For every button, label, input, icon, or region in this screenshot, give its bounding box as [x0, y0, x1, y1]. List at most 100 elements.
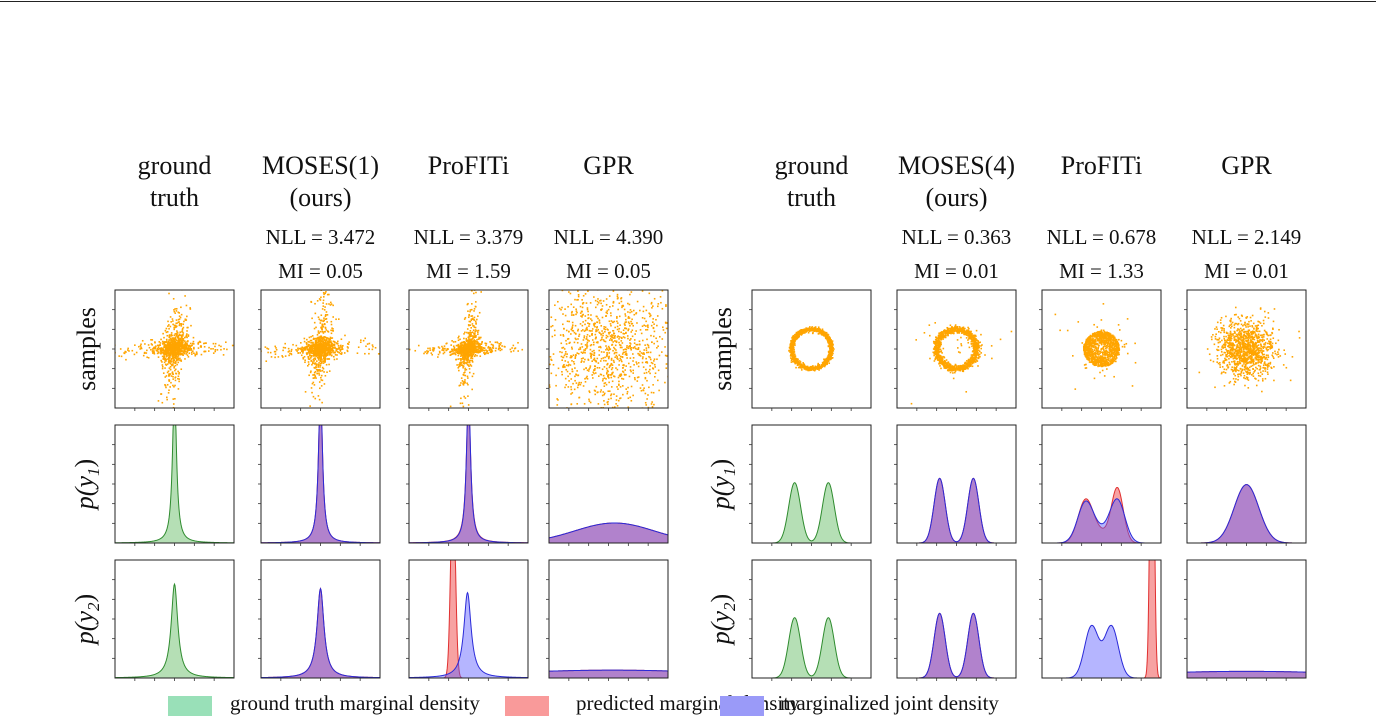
sample-point — [332, 316, 334, 318]
sample-point — [596, 316, 598, 318]
sample-point — [470, 334, 472, 336]
sample-point — [599, 367, 601, 369]
sample-point — [617, 388, 619, 390]
sample-point — [325, 347, 327, 349]
sample-point — [587, 314, 589, 316]
sample-point — [664, 382, 666, 384]
sample-point — [614, 340, 616, 342]
sample-point — [552, 336, 554, 338]
sample-point — [311, 392, 313, 394]
sample-point — [168, 355, 170, 357]
sample-point — [654, 298, 656, 300]
sample-point — [323, 319, 325, 321]
sample-point — [570, 357, 572, 359]
sample-point — [566, 365, 568, 367]
sample-point — [166, 328, 168, 330]
sample-point — [577, 384, 579, 386]
sample-point — [626, 345, 628, 347]
paren-y: (y — [70, 611, 99, 631]
sample-point — [617, 369, 619, 371]
sample-point — [167, 350, 169, 352]
sample-point — [572, 383, 574, 385]
sample-point — [547, 354, 549, 356]
sample-point — [645, 377, 647, 379]
sample-point — [174, 312, 176, 314]
sample-point — [604, 331, 606, 333]
sample-point — [461, 352, 463, 354]
sample-point — [225, 341, 227, 343]
sample-point — [474, 343, 476, 345]
sample-point — [602, 317, 604, 319]
sample-point — [652, 321, 654, 323]
sample-point — [472, 346, 474, 348]
sample-point — [318, 364, 320, 366]
sample-point — [166, 355, 168, 357]
sample-point — [666, 355, 668, 357]
sample-point — [568, 386, 570, 388]
sample-point — [344, 352, 346, 354]
sample-point — [327, 314, 329, 316]
sample-point — [636, 361, 638, 363]
sample-point — [168, 361, 170, 363]
sample-point — [323, 371, 325, 373]
sample-point — [457, 358, 459, 360]
sample-point — [647, 324, 649, 326]
sample-point — [818, 333, 820, 335]
sample-point — [662, 338, 664, 340]
sample-point — [463, 396, 465, 398]
sample-point — [597, 298, 599, 300]
sample-point — [162, 358, 164, 360]
sample-point — [330, 342, 332, 344]
sample-point — [317, 366, 319, 368]
sample-point — [341, 348, 343, 350]
sample-point — [592, 377, 594, 379]
sample-point — [588, 325, 590, 327]
sample-point — [629, 323, 631, 325]
sample-point — [215, 343, 217, 345]
sample-point — [606, 352, 608, 354]
sample-point — [324, 336, 326, 338]
sample-point — [664, 332, 666, 334]
sample-point — [180, 349, 182, 351]
sample-point — [474, 308, 476, 310]
sample-point — [632, 336, 634, 338]
sample-point — [459, 384, 461, 386]
sample-point — [328, 358, 330, 360]
sample-point — [164, 362, 166, 364]
sample-point — [574, 389, 576, 391]
sample-point — [621, 361, 623, 363]
sample-point — [653, 323, 655, 325]
sample-point — [464, 343, 466, 345]
sample-point — [325, 314, 327, 316]
sample-point — [635, 313, 637, 315]
sample-point — [332, 305, 334, 307]
sample-point — [606, 335, 608, 337]
sample-point — [561, 356, 563, 358]
sample-point — [604, 377, 606, 379]
sample-point — [633, 357, 635, 359]
sample-point — [658, 390, 660, 392]
sample-point — [618, 400, 620, 402]
sample-point — [197, 342, 199, 344]
sample-point — [550, 356, 552, 358]
sample-point — [169, 339, 171, 341]
sample-point — [324, 353, 326, 355]
sample-point — [606, 384, 608, 386]
sample-point — [375, 347, 377, 349]
sample-point — [177, 358, 179, 360]
sample-point — [439, 351, 441, 353]
sample-point — [183, 321, 185, 323]
sample-point — [162, 364, 164, 366]
sample-point — [612, 350, 614, 352]
sample-point — [631, 323, 633, 325]
sample-point — [562, 323, 564, 325]
sample-point — [314, 384, 316, 386]
sample-point — [173, 351, 175, 353]
sample-point — [160, 349, 162, 351]
sample-point — [311, 346, 313, 348]
sample-point — [315, 344, 317, 346]
sample-point — [564, 348, 566, 350]
sample-point — [220, 349, 222, 351]
sample-point — [654, 364, 656, 366]
sample-point — [172, 354, 174, 356]
